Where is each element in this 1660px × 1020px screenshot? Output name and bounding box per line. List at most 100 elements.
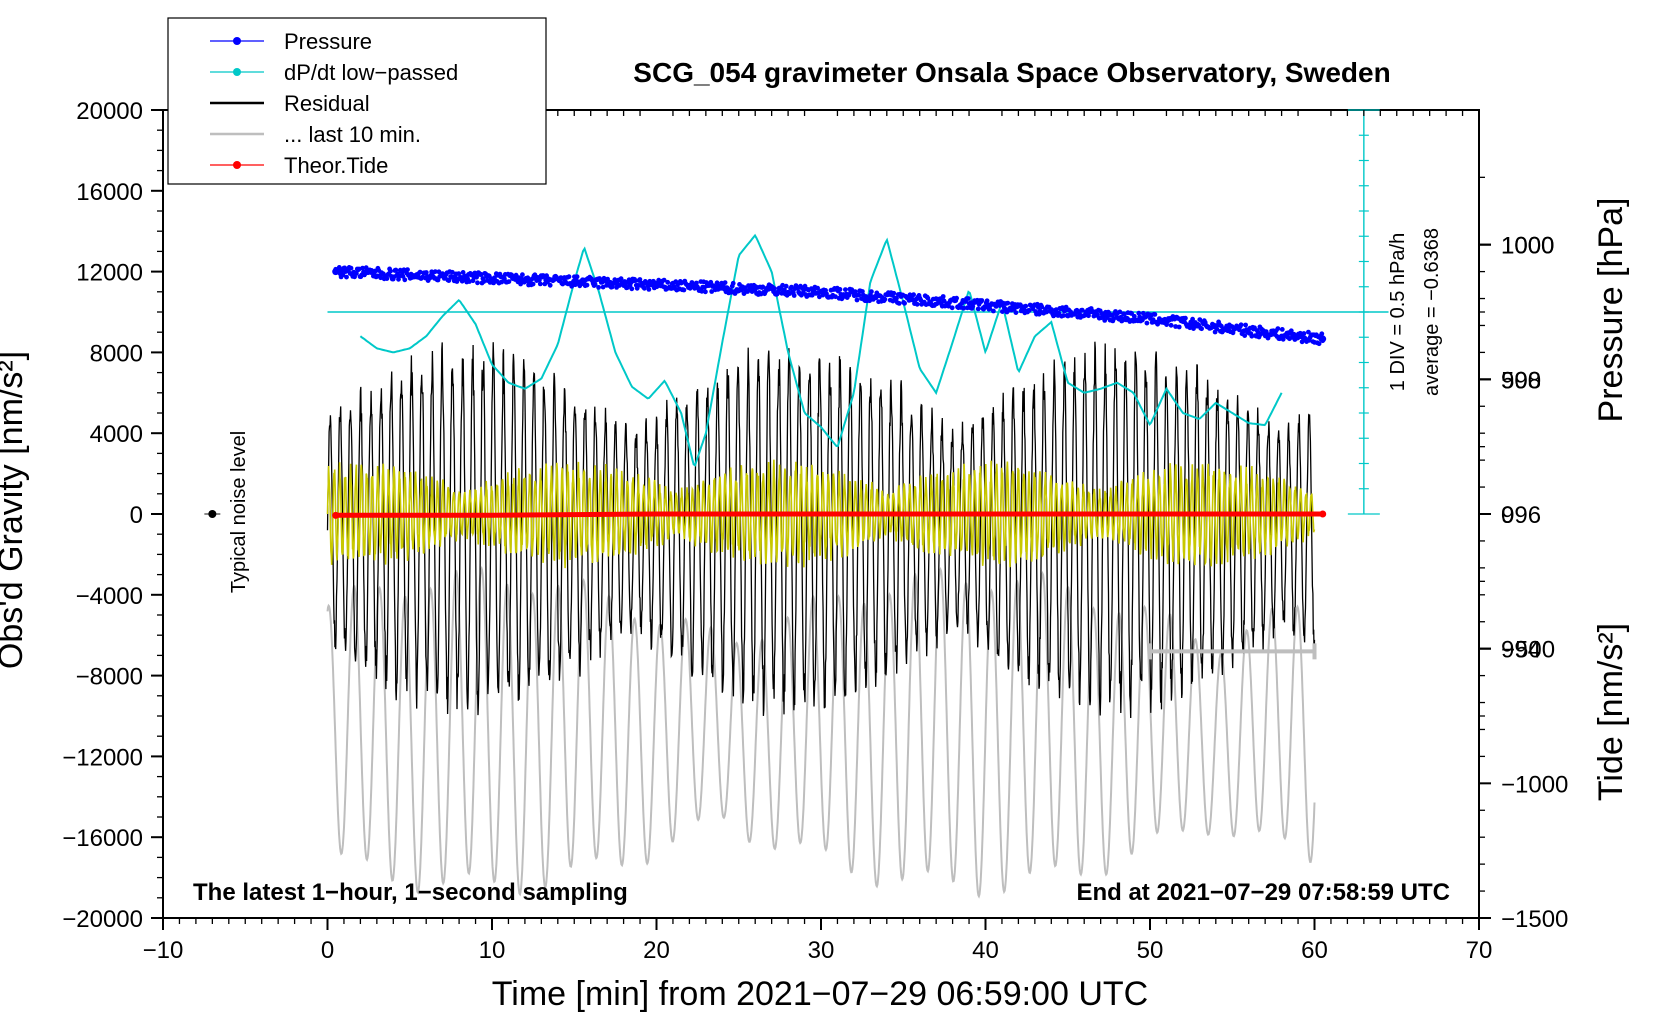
y-tick-label-left: 0 bbox=[130, 502, 143, 529]
noise-level-label: Typical noise level bbox=[228, 431, 250, 593]
pressure-point bbox=[354, 271, 359, 276]
pressure-point bbox=[460, 270, 466, 275]
pressure-tick-labels: 994 996 998 1000 bbox=[1501, 233, 1554, 664]
tide-tick-label: −1500 bbox=[1501, 906, 1568, 933]
pressure-point bbox=[1280, 336, 1286, 342]
pressure-point bbox=[584, 282, 590, 288]
pressure-point bbox=[1168, 322, 1174, 328]
pressure-point bbox=[456, 271, 462, 276]
pressure-point bbox=[852, 289, 858, 294]
legend-box bbox=[167, 17, 547, 185]
pressure-point bbox=[699, 288, 705, 294]
pressure-point bbox=[946, 303, 951, 309]
pressure-point bbox=[1199, 326, 1204, 332]
pressure-point bbox=[629, 286, 635, 292]
pressure-point bbox=[1275, 326, 1281, 331]
pressure-point bbox=[940, 294, 946, 299]
pressure-point bbox=[979, 298, 985, 303]
pressure-tick-label: 998 bbox=[1501, 367, 1541, 394]
pressure-point bbox=[547, 282, 553, 288]
pressure-point bbox=[1039, 304, 1045, 310]
pressure-point bbox=[432, 269, 438, 274]
pressure-point bbox=[475, 280, 480, 286]
y-tick-label-left: 12000 bbox=[76, 260, 143, 287]
pressure-point bbox=[1079, 307, 1085, 313]
pressure-point bbox=[722, 280, 728, 285]
pressure-point bbox=[708, 279, 714, 285]
tide-tick-label: 0 bbox=[1501, 502, 1514, 529]
pressure-point bbox=[891, 290, 897, 296]
pressure-point bbox=[689, 280, 695, 285]
annotation-sampling: The latest 1−hour, 1−second sampling bbox=[193, 879, 628, 906]
x-tick-label: 0 bbox=[321, 937, 334, 964]
pressure-point bbox=[478, 272, 484, 277]
pressure-point bbox=[681, 287, 687, 293]
pressure-point bbox=[506, 279, 512, 284]
pressure-point bbox=[970, 304, 976, 309]
last-10-min-line bbox=[326, 565, 1316, 899]
pressure-point bbox=[843, 287, 848, 292]
annotation-end-time: End at 2021−07−29 07:58:59 UTC bbox=[1076, 879, 1450, 906]
legend-label: dP/dt low−passed bbox=[284, 60, 458, 85]
pressure-point bbox=[1131, 313, 1137, 319]
pressure-tick-label: 996 bbox=[1501, 502, 1541, 529]
pressure-point bbox=[961, 305, 967, 311]
pressure-point bbox=[949, 305, 955, 311]
pressure-point bbox=[1279, 327, 1285, 332]
pressure-point bbox=[1190, 316, 1195, 322]
pressure-point bbox=[592, 281, 598, 287]
pressure-point bbox=[896, 301, 902, 306]
legend-label: Pressure bbox=[284, 29, 372, 54]
y-tick-label-left: 4000 bbox=[90, 421, 143, 448]
pressure-point bbox=[600, 284, 606, 290]
pressure-point bbox=[984, 298, 990, 304]
pressure-point bbox=[348, 265, 354, 271]
pressure-end-point bbox=[1319, 335, 1327, 343]
x-tick-label: −10 bbox=[143, 937, 184, 964]
pressure-point bbox=[1144, 320, 1150, 326]
tide-tick-labels: −1500 −1000 −500 0 500 1000 bbox=[1501, 233, 1568, 933]
pressure-point bbox=[791, 293, 797, 298]
legend: Pressure dP/dt low−passed Residual ... last… bbox=[167, 17, 547, 185]
pressure-point bbox=[1117, 309, 1123, 315]
pressure-point bbox=[833, 294, 838, 300]
y-tick-label-left: 16000 bbox=[76, 179, 143, 206]
chart-title: SCG_054 gravimeter Onsala Space Observat… bbox=[633, 57, 1390, 88]
pressure-point bbox=[1243, 322, 1248, 328]
dpdt-line bbox=[359, 233, 1283, 467]
pressure-point bbox=[802, 283, 808, 289]
x-tick-label: 30 bbox=[808, 937, 835, 964]
x-tick-label: 20 bbox=[643, 937, 670, 964]
pressure-point bbox=[1013, 310, 1019, 315]
pressure-point bbox=[882, 296, 888, 302]
pressure-point bbox=[518, 281, 523, 287]
pressure-point bbox=[520, 272, 525, 278]
pressure-point bbox=[402, 277, 408, 283]
pressure-point bbox=[1299, 339, 1305, 345]
x-tick-label: 10 bbox=[479, 937, 506, 964]
theor-tide-end-point bbox=[1319, 510, 1327, 518]
pressure-point bbox=[450, 269, 455, 275]
y-tick-label-left: −4000 bbox=[76, 583, 143, 610]
pressure-point bbox=[965, 296, 971, 301]
pressure-point bbox=[525, 275, 531, 281]
pressure-point bbox=[854, 297, 860, 303]
y-tick-label-left: −16000 bbox=[62, 825, 143, 852]
pressure-point bbox=[1301, 331, 1307, 336]
pressure-point bbox=[1249, 333, 1255, 339]
pressure-point bbox=[1122, 311, 1127, 317]
pressure-point bbox=[481, 279, 487, 284]
theor-tide-start-point bbox=[332, 511, 340, 519]
pressure-point bbox=[1214, 326, 1220, 332]
pressure-point bbox=[499, 279, 505, 285]
pressure-point bbox=[709, 289, 715, 294]
pressure-point bbox=[1183, 315, 1188, 321]
legend-label: Theor.Tide bbox=[284, 153, 388, 178]
pressure-point bbox=[860, 289, 865, 294]
pressure-point bbox=[1238, 322, 1244, 328]
theor-tide-line bbox=[335, 511, 1323, 518]
pressure-point bbox=[618, 276, 624, 282]
x-tick-label: 40 bbox=[972, 937, 999, 964]
residual-filtered-line bbox=[326, 459, 1316, 569]
pressure-point bbox=[869, 289, 874, 294]
